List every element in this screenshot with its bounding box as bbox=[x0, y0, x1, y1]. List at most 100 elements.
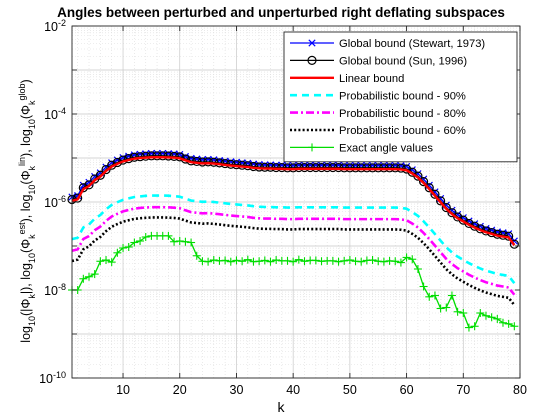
series-probabilistic-bound-90 bbox=[71, 194, 516, 284]
legend-item: Probabilistic bound - 90% bbox=[290, 90, 466, 102]
legend: Global bound (Stewart, 1973) Global bound… bbox=[283, 31, 518, 163]
data-point bbox=[357, 257, 366, 266]
data-point bbox=[277, 162, 287, 173]
legend-item: Probabilistic bound - 60% bbox=[290, 125, 466, 137]
data-point bbox=[442, 303, 451, 312]
data-point bbox=[430, 189, 440, 199]
data-point bbox=[510, 322, 519, 331]
data-point bbox=[481, 311, 490, 320]
x-tick-label: 10 bbox=[116, 383, 130, 397]
data-point bbox=[333, 162, 344, 173]
data-point bbox=[459, 309, 468, 318]
data-point bbox=[504, 319, 513, 328]
data-point bbox=[272, 256, 281, 265]
legend-label: Global bound (Sun, 1996) bbox=[339, 56, 467, 68]
data-point bbox=[96, 257, 105, 266]
data-point bbox=[84, 180, 94, 190]
data-point bbox=[476, 309, 485, 318]
data-point bbox=[447, 291, 456, 300]
data-point bbox=[163, 151, 174, 161]
legend-label: Exact angle values bbox=[339, 143, 433, 155]
data-point bbox=[136, 236, 145, 245]
data-point bbox=[119, 244, 128, 253]
data-point bbox=[384, 163, 395, 173]
data-point bbox=[509, 239, 519, 249]
y-tick-label: 10-2 bbox=[44, 18, 66, 34]
data-point bbox=[322, 162, 332, 173]
data-point bbox=[238, 257, 247, 266]
data-point bbox=[390, 163, 400, 173]
data-point bbox=[175, 236, 184, 245]
data-point bbox=[124, 242, 133, 251]
data-point bbox=[391, 257, 400, 266]
legend-item: Exact angle values bbox=[290, 143, 433, 155]
legend-item: Probabilistic bound - 80% bbox=[290, 108, 466, 120]
data-point bbox=[170, 237, 179, 246]
data-point bbox=[204, 257, 213, 266]
data-point bbox=[345, 163, 355, 173]
data-point bbox=[305, 162, 315, 173]
data-point bbox=[192, 251, 201, 260]
data-point bbox=[367, 163, 378, 173]
legend-marker bbox=[308, 39, 316, 47]
legend-marker bbox=[308, 143, 316, 152]
data-point bbox=[328, 162, 338, 173]
data-point bbox=[408, 255, 417, 264]
data-point bbox=[141, 233, 150, 242]
data-point bbox=[243, 255, 252, 264]
data-point bbox=[265, 162, 276, 172]
data-point bbox=[209, 256, 218, 265]
y-tick-label: 10-10 bbox=[39, 370, 66, 386]
data-point bbox=[350, 163, 361, 173]
data-point bbox=[255, 257, 264, 266]
series-line bbox=[71, 194, 516, 284]
data-point bbox=[328, 256, 337, 265]
data-point bbox=[181, 237, 190, 246]
data-point bbox=[424, 183, 434, 193]
data-point bbox=[266, 257, 275, 266]
data-point bbox=[79, 274, 88, 283]
x-tick-label: 80 bbox=[513, 383, 527, 397]
data-point bbox=[418, 177, 429, 187]
legend-label: Probabilistic bound - 60% bbox=[339, 125, 466, 137]
data-point bbox=[436, 304, 445, 313]
x-axis-label: k bbox=[278, 399, 286, 415]
series-exact-angle-values bbox=[68, 231, 519, 332]
data-point bbox=[203, 157, 213, 167]
data-point bbox=[300, 257, 309, 266]
data-point bbox=[345, 256, 354, 265]
data-point bbox=[430, 291, 439, 300]
data-point bbox=[379, 257, 388, 266]
x-tick-label: 50 bbox=[343, 383, 357, 397]
series-probabilistic-bound-60 bbox=[71, 216, 516, 306]
data-point bbox=[107, 258, 116, 267]
data-point bbox=[130, 238, 139, 247]
series-layer bbox=[67, 149, 519, 332]
data-point bbox=[187, 238, 196, 247]
data-point bbox=[260, 256, 269, 265]
legend-label: Probabilistic bound - 80% bbox=[339, 108, 466, 120]
legend-item: Linear bound bbox=[290, 73, 404, 85]
data-point bbox=[146, 151, 156, 161]
series-linear-bound bbox=[71, 156, 516, 246]
data-point bbox=[316, 162, 327, 173]
data-point bbox=[379, 163, 389, 173]
data-point bbox=[101, 164, 111, 175]
x-tick-label: 40 bbox=[286, 383, 300, 397]
y-tick-label: 10-8 bbox=[44, 282, 66, 298]
data-point bbox=[402, 253, 411, 262]
data-point bbox=[232, 256, 241, 265]
data-point bbox=[102, 256, 111, 265]
x-tick-label: 70 bbox=[456, 383, 470, 397]
data-point bbox=[311, 162, 321, 173]
legend-item: Global bound (Stewart, 1973) bbox=[290, 38, 485, 50]
y-tick-label: 10-6 bbox=[44, 194, 66, 210]
x-tick-label: 20 bbox=[173, 383, 187, 397]
data-point bbox=[470, 322, 479, 331]
data-point bbox=[158, 151, 168, 161]
data-point bbox=[164, 231, 173, 240]
data-point bbox=[425, 292, 434, 301]
legend-label: Linear bound bbox=[339, 73, 404, 85]
data-point bbox=[311, 256, 320, 265]
